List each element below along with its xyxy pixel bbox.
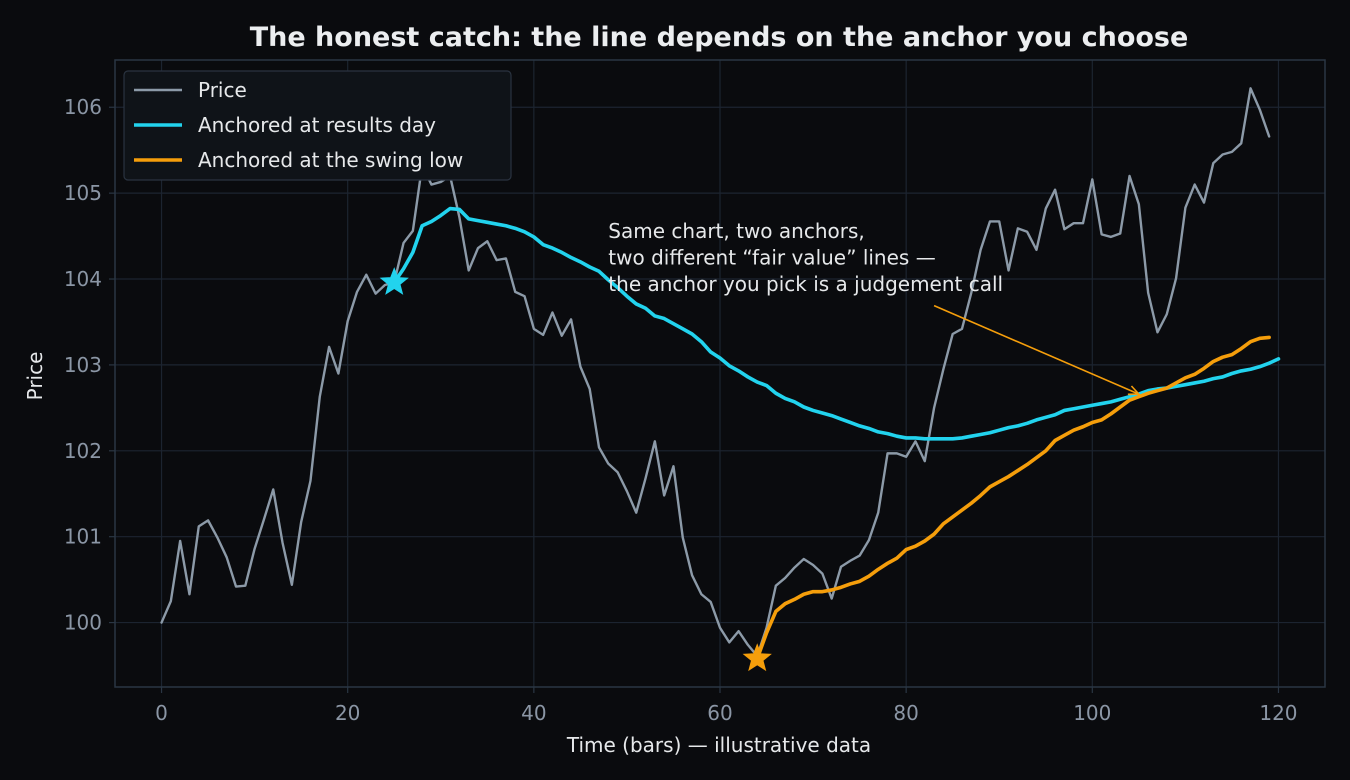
series-results-day-anchor	[392, 206, 1281, 441]
anchor-star-swing-low-anchor	[742, 643, 772, 672]
y-axis-label: Price	[23, 352, 47, 401]
grid-lines	[115, 60, 1325, 687]
x-tick-label: 20	[335, 701, 360, 725]
x-tick-label: 40	[521, 701, 546, 725]
y-tick-label: 103	[64, 353, 102, 377]
x-tick-label: 100	[1073, 701, 1111, 725]
annotation-arrowhead	[1127, 385, 1141, 396]
y-tick-label: 104	[64, 267, 102, 291]
legend-label: Price	[198, 78, 247, 102]
y-tick-label: 100	[64, 611, 102, 635]
x-axis-label: Time (bars) — illustrative data	[566, 733, 871, 757]
x-axis-ticks: 0 20 40 60 80 100 120	[155, 687, 1298, 725]
legend: Price Anchored at results day Anchored at …	[123, 70, 512, 181]
series-layer	[160, 87, 1281, 661]
chart-title: The honest catch: the line depends on th…	[250, 22, 1189, 53]
annotation-line: the anchor you pick is a judgement call	[608, 272, 1003, 296]
series-swing-low-anchor	[755, 335, 1271, 661]
legend-label: Anchored at the swing low	[198, 148, 463, 172]
annotation-line: two different “fair value” lines —	[608, 245, 935, 269]
y-axis-ticks: 100 101 102 103 104 105 106	[64, 95, 115, 635]
y-tick-label: 102	[64, 439, 102, 463]
series-line-results-day-anchor	[392, 206, 1281, 441]
series-line-price	[160, 87, 1271, 658]
series-price	[160, 87, 1271, 658]
series-line-swing-low-anchor	[755, 335, 1271, 661]
x-tick-label: 120	[1259, 701, 1297, 725]
annotation-arrow	[933, 304, 1140, 395]
legend-box	[123, 70, 512, 181]
legend-label: Anchored at results day	[198, 113, 436, 137]
legend-item-swing-low-anchor: Anchored at the swing low	[134, 148, 463, 172]
legend-item-results-day-anchor: Anchored at results day	[134, 113, 436, 137]
anchor-star-results-day-anchor	[379, 267, 409, 295]
annotation-line: Same chart, two anchors,	[608, 219, 864, 243]
legend-item-price: Price	[134, 78, 247, 102]
y-tick-label: 106	[64, 95, 102, 119]
x-tick-label: 0	[155, 701, 168, 725]
x-tick-label: 80	[893, 701, 918, 725]
y-tick-label: 105	[64, 181, 102, 205]
annotation: Same chart, two anchors, two different “f…	[608, 219, 1141, 396]
annotation-text: Same chart, two anchors, two different “f…	[608, 219, 1003, 296]
x-tick-label: 60	[707, 701, 732, 725]
y-tick-label: 101	[64, 525, 102, 549]
anchor-markers	[379, 267, 772, 672]
